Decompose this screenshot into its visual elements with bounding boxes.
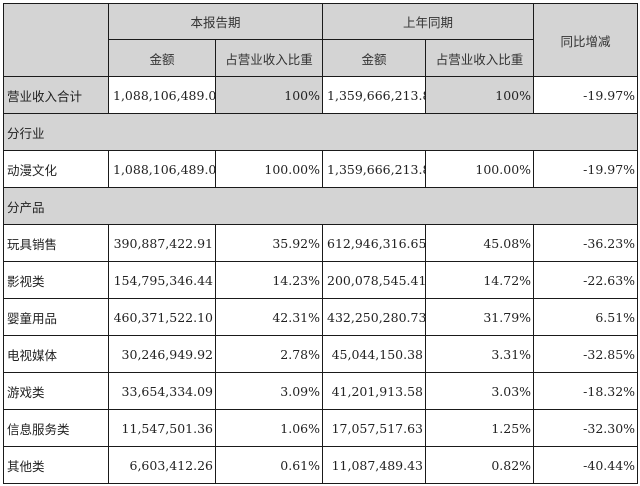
current-share: 14.23% xyxy=(214,261,324,299)
prior-share: 100.00% xyxy=(425,150,535,188)
table-row: 动漫文化 1,088,106,489.08 100.00% 1,359,666,… xyxy=(3,150,639,188)
current-amount: 1,088,106,489.08 xyxy=(108,150,216,188)
row-label: 营业收入合计 xyxy=(3,76,109,114)
yoy-change: -18.32% xyxy=(533,372,639,410)
yoy-change: -40.44% xyxy=(533,446,639,484)
header-row-2: 金额 占营业收入比重 金额 占营业收入比重 xyxy=(4,39,638,77)
yoy-change: -22.63% xyxy=(533,261,639,299)
header-prior-share: 占营业收入比重 xyxy=(425,39,535,77)
yoy-change: -32.30% xyxy=(533,409,639,447)
prior-share: 1.25% xyxy=(425,409,535,447)
current-share: 100.00% xyxy=(214,150,324,188)
current-share: 1.06% xyxy=(214,409,324,447)
table-row: 其他类 6,603,412.26 0.61% 11,087,489.43 0.8… xyxy=(3,446,639,484)
prior-share: 0.82% xyxy=(425,446,535,484)
current-amount: 6,603,412.26 xyxy=(108,446,216,484)
revenue-composition-table: 本报告期 上年同期 同比增减 金额 占营业收入比重 金额 占营业收入比重 营业收… xyxy=(2,3,639,484)
prior-share: 100% xyxy=(425,76,535,114)
prior-amount: 432,250,280.73 xyxy=(322,298,427,336)
current-amount: 1,088,106,489.08 xyxy=(108,76,216,114)
current-amount: 11,547,501.36 xyxy=(108,409,216,447)
yoy-change: -32.85% xyxy=(533,335,639,373)
prior-amount: 200,078,545.41 xyxy=(322,261,427,299)
prior-amount: 1,359,666,213.81 xyxy=(322,76,427,114)
current-share: 2.78% xyxy=(214,335,324,373)
table-row: 婴童用品 460,371,522.10 42.31% 432,250,280.7… xyxy=(3,298,639,336)
row-label: 动漫文化 xyxy=(3,150,109,188)
section-label: 分行业 xyxy=(2,113,639,151)
header-current-amount: 金额 xyxy=(108,39,216,77)
section-row-by-industry: 分行业 xyxy=(2,113,639,151)
yoy-change: -19.97% xyxy=(533,150,639,188)
row-label: 电视媒体 xyxy=(3,335,109,373)
row-label: 其他类 xyxy=(3,446,109,484)
current-share: 42.31% xyxy=(214,298,324,336)
current-share: 0.61% xyxy=(214,446,324,484)
table-row: 影视类 154,795,346.44 14.23% 200,078,545.41… xyxy=(3,261,639,299)
current-amount: 390,887,422.91 xyxy=(108,224,216,262)
yoy-change: 6.51% xyxy=(533,298,639,336)
prior-share: 31.79% xyxy=(425,298,535,336)
current-share: 35.92% xyxy=(214,224,324,262)
current-share: 3.09% xyxy=(214,372,324,410)
section-label: 分产品 xyxy=(2,187,639,225)
yoy-change: -36.23% xyxy=(533,224,639,262)
table-row: 游戏类 33,654,334.09 3.09% 41,201,913.58 3.… xyxy=(3,372,639,410)
prior-share: 3.03% xyxy=(425,372,535,410)
table-row: 电视媒体 30,246,949.92 2.78% 45,044,150.38 3… xyxy=(3,335,639,373)
header-corner-cell xyxy=(3,3,109,77)
row-label: 信息服务类 xyxy=(3,409,109,447)
prior-share: 45.08% xyxy=(425,224,535,262)
row-label: 影视类 xyxy=(3,261,109,299)
prior-amount: 45,044,150.38 xyxy=(322,335,427,373)
yoy-change: -19.97% xyxy=(533,76,639,114)
current-share: 100% xyxy=(214,76,324,114)
header-current-share: 占营业收入比重 xyxy=(214,39,324,77)
prior-share: 14.72% xyxy=(425,261,535,299)
header-current-period: 本报告期 xyxy=(107,3,324,40)
header-yoy-change: 同比增减 xyxy=(533,3,639,77)
table-row: 玩具销售 390,887,422.91 35.92% 612,946,316.6… xyxy=(3,224,639,262)
total-revenue-row: 营业收入合计 1,088,106,489.08 100% 1,359,666,2… xyxy=(3,76,639,114)
current-amount: 30,246,949.92 xyxy=(108,335,216,373)
header-prior-amount: 金额 xyxy=(322,39,427,77)
section-row-by-product: 分产品 xyxy=(2,187,639,225)
prior-amount: 41,201,913.58 xyxy=(322,372,427,410)
prior-amount: 1,359,666,213.81 xyxy=(322,150,427,188)
prior-amount: 612,946,316.65 xyxy=(322,224,427,262)
row-label: 游戏类 xyxy=(3,372,109,410)
row-label: 婴童用品 xyxy=(3,298,109,336)
current-amount: 460,371,522.10 xyxy=(108,298,216,336)
header-row-1: 本报告期 上年同期 同比增减 xyxy=(3,3,639,77)
table-row: 信息服务类 11,547,501.36 1.06% 17,057,517.63 … xyxy=(3,409,639,447)
row-label: 玩具销售 xyxy=(3,224,109,262)
current-amount: 154,795,346.44 xyxy=(108,261,216,299)
prior-amount: 11,087,489.43 xyxy=(322,446,427,484)
current-amount: 33,654,334.09 xyxy=(108,372,216,410)
prior-amount: 17,057,517.63 xyxy=(322,409,427,447)
header-prior-period: 上年同期 xyxy=(322,3,535,40)
prior-share: 3.31% xyxy=(425,335,535,373)
